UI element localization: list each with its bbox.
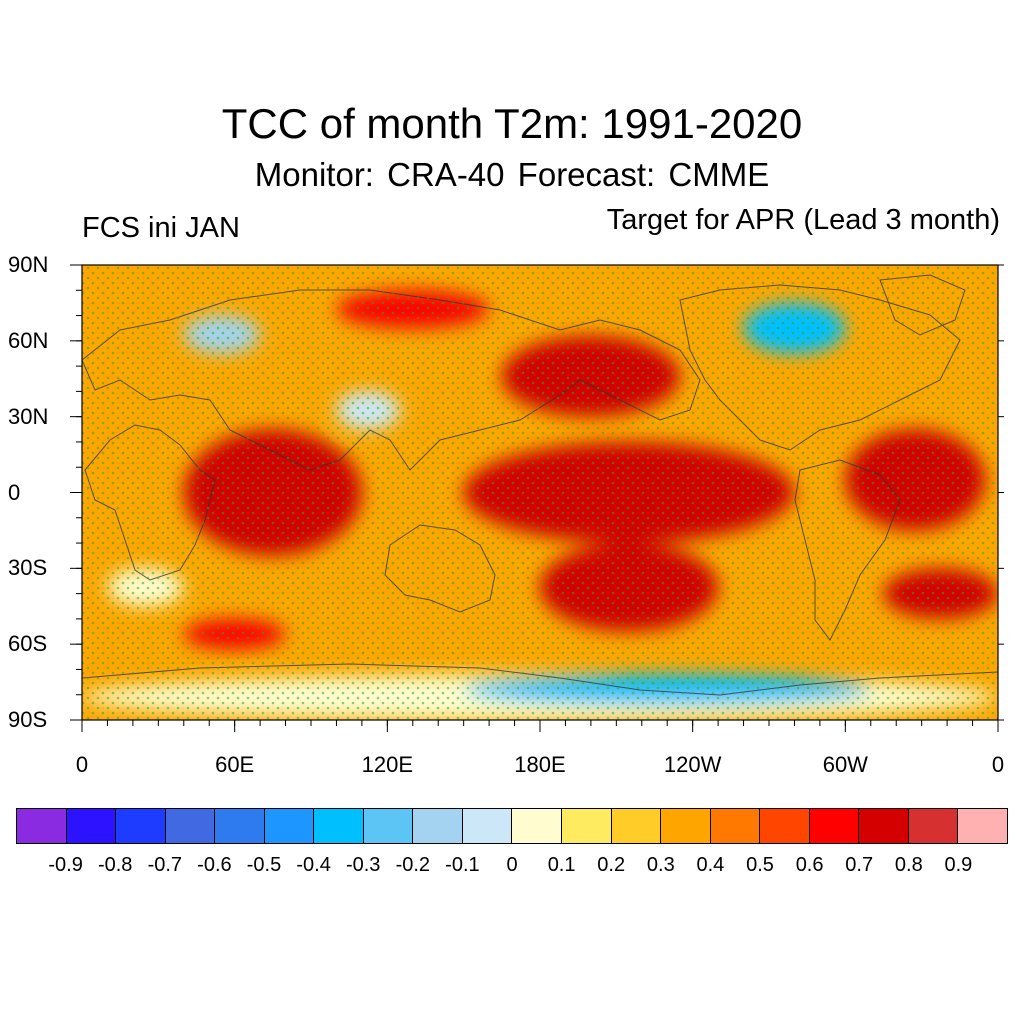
colorbar-label: -0.4 — [296, 854, 331, 876]
lat-tick-label: 90N — [8, 252, 49, 277]
colorbar-label: 0.3 — [646, 854, 675, 876]
lon-tick-label: 60W — [822, 752, 868, 777]
lon-tick-label: 60E — [215, 752, 255, 777]
colorbar-swatch — [908, 809, 959, 843]
colorbar-swatch — [760, 809, 810, 843]
colorbar-swatch — [611, 809, 662, 843]
colorbar-label: -0.8 — [97, 854, 133, 876]
colorbar-swatch — [363, 809, 414, 843]
lat-tick-label: 60N — [8, 327, 49, 353]
colorbar-swatch — [859, 809, 909, 843]
colorbar-label: 0.7 — [845, 854, 874, 876]
colorbar-label: -0.5 — [246, 854, 282, 876]
colorbar-swatch — [264, 809, 315, 843]
colorbar-swatch — [958, 809, 1007, 843]
colorbar-label: 0.5 — [746, 854, 774, 876]
colorbar-swatch — [710, 809, 761, 843]
colorbar-swatch — [17, 809, 67, 843]
lat-tick-label: 60S — [8, 631, 48, 657]
target-label: Target for APR (Lead 3 month) — [606, 204, 1000, 236]
axis-ticks — [70, 264, 1004, 732]
colorbar-swatch — [413, 809, 463, 843]
colorbar-swatch — [562, 809, 612, 843]
lat-tick-label: 90S — [8, 707, 48, 732]
lon-tick-label: 0 — [991, 752, 1005, 777]
significance-stipple — [82, 265, 998, 720]
lat-tick-label: 30N — [8, 403, 49, 429]
lat-tick-label: 30S — [8, 555, 48, 581]
plot-subtitle: Monitor: CRA-40 Forecast: CMME — [254, 156, 770, 193]
colorbar-swatch — [116, 809, 166, 843]
colorbar-label: 0.8 — [894, 854, 923, 876]
colorbar-swatch — [66, 809, 117, 843]
colorbar-label: 0.6 — [795, 854, 824, 876]
colorbar-label: -0.3 — [345, 854, 381, 876]
lat-tick-label: 0 — [8, 479, 21, 505]
lon-tick-label: 120W — [663, 752, 722, 777]
colorbar-label: 0.2 — [597, 854, 626, 876]
colorbar-label: -0.1 — [445, 854, 480, 876]
lon-tick-label: 180E — [514, 752, 566, 777]
colorbar-label: 0.4 — [696, 854, 725, 876]
colorbar-label: 0 — [506, 854, 518, 876]
colorbar-swatch — [512, 809, 563, 843]
plot-title: TCC of month T2m: 1991-2020 — [221, 100, 803, 147]
colorbar-label: 0.1 — [547, 854, 576, 876]
initialization-label: FCS ini JAN — [82, 212, 240, 244]
colorbar-label: -0.2 — [395, 854, 431, 876]
colorbar-swatch — [165, 809, 216, 843]
lon-tick-label: 0 — [75, 752, 89, 777]
colorbar-swatch — [661, 809, 711, 843]
lon-tick-label: 120E — [361, 752, 414, 777]
colorbar-label: -0.6 — [197, 854, 232, 876]
colorbar-label: -0.7 — [147, 854, 183, 876]
colorbar-label: -0.9 — [48, 854, 83, 876]
colorbar-swatch — [809, 809, 860, 843]
colorbar-label: 0.9 — [944, 854, 973, 876]
colorbar-swatch — [215, 809, 265, 843]
colorbar — [16, 808, 1008, 844]
colorbar-swatch — [314, 809, 364, 843]
colorbar-swatch — [462, 809, 513, 843]
